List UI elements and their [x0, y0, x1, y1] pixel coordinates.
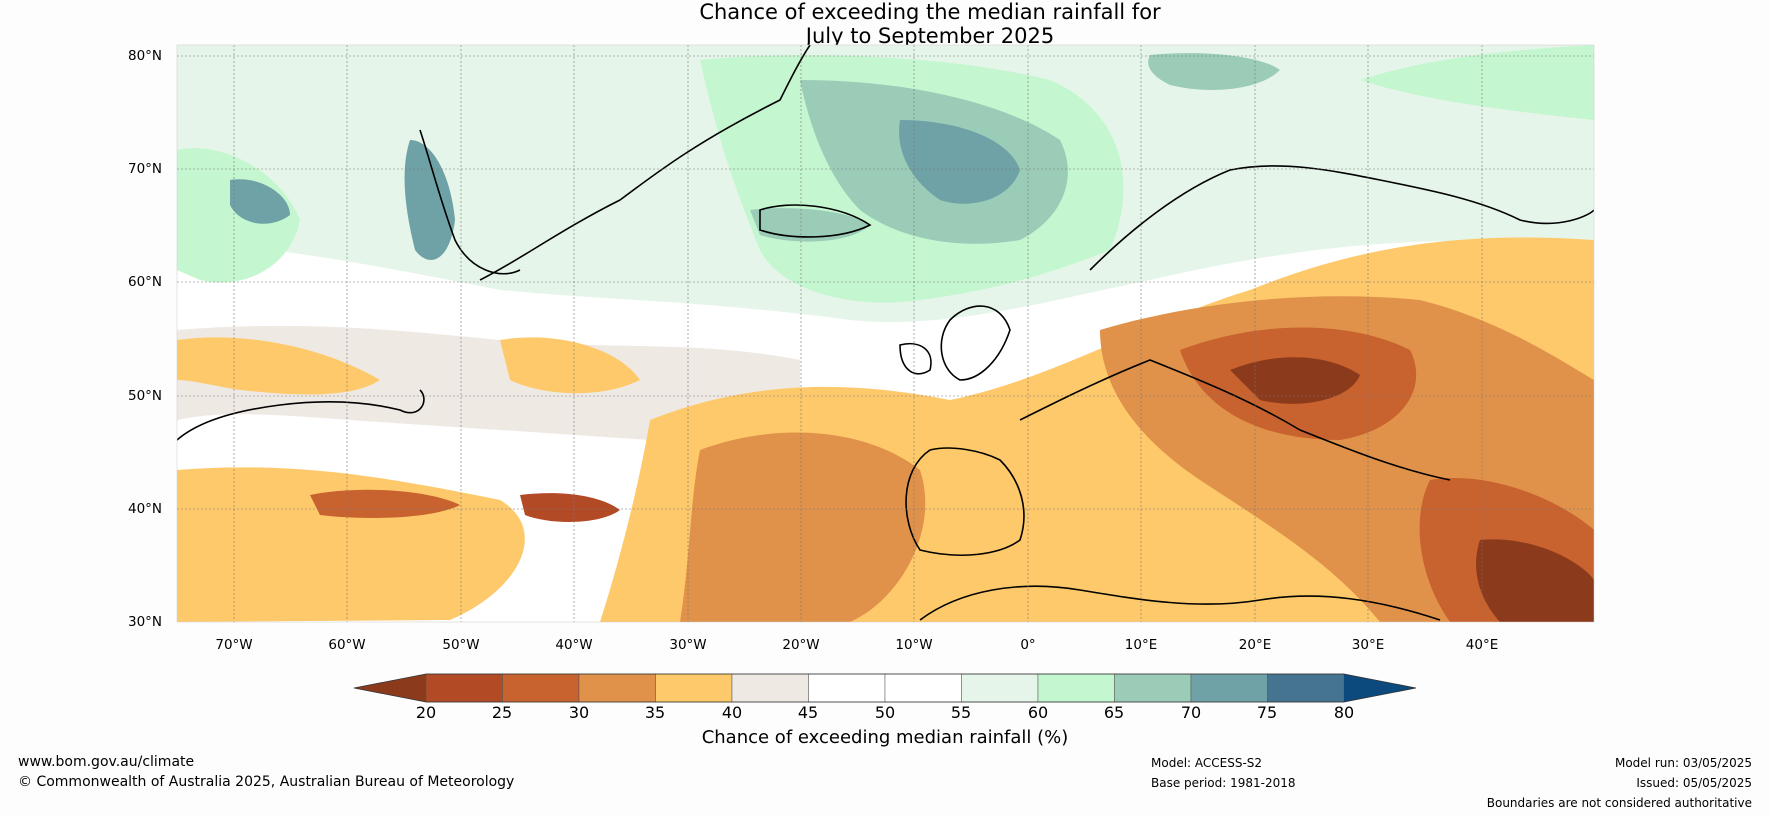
- colorbar: [353, 673, 1417, 703]
- europe-coast: [1019, 359, 1451, 481]
- title-line-2: July to September 2025: [805, 24, 1055, 48]
- disclaimer-text: Boundaries are not considered authoritat…: [1486, 796, 1752, 810]
- lon-label-40w: 40°W: [555, 637, 593, 653]
- scandinavia-coast: [1089, 165, 1594, 271]
- dry-region-west: [177, 337, 380, 395]
- north-america-coast: [177, 389, 425, 441]
- lat-label-60n: 60°N: [128, 274, 163, 290]
- cbar-segment: [578, 673, 656, 703]
- cbar-segment: [884, 673, 962, 703]
- britain-outline: [940, 305, 1011, 381]
- cbar-outline: [353, 673, 1417, 703]
- colorbar-label: Chance of exceeding median rainfall (%): [701, 727, 1069, 748]
- greenland-east-coast: [479, 45, 811, 281]
- cbar-tick: 70: [1180, 703, 1202, 722]
- cbar-tick: 75: [1256, 703, 1278, 722]
- lat-label-80n: 80°N: [128, 48, 163, 64]
- cbar-tick: 65: [1103, 703, 1125, 722]
- wet-region-greenland-coast: [404, 140, 455, 260]
- cbar-tick: 50: [874, 703, 896, 722]
- cbar-tick: 30: [568, 703, 590, 722]
- cbar-tick: 25: [491, 703, 513, 722]
- cbar-segment: [731, 673, 809, 703]
- lat-label-50n: 50°N: [128, 388, 163, 404]
- dry-region-subtropical: [310, 489, 460, 518]
- cbar-extend-high: [1344, 674, 1416, 702]
- map-field: [177, 45, 1594, 622]
- lon-label-70w: 70°W: [215, 637, 253, 653]
- iceland-outline: [759, 204, 872, 238]
- cbar-tick: 35: [644, 703, 666, 722]
- cbar-segment: [1114, 673, 1192, 703]
- cbar-segment: [1267, 673, 1345, 703]
- lon-label-50w: 50°W: [442, 637, 480, 653]
- lon-label-60w: 60°W: [328, 637, 366, 653]
- ireland-outline: [899, 343, 932, 375]
- dry-region-ukraine: [1230, 357, 1360, 404]
- wet-region-svalbard: [1148, 53, 1280, 90]
- wet-region-iceland: [750, 208, 870, 242]
- issued-text: Issued: 05/05/2025: [1636, 776, 1752, 790]
- lat-label-70n: 70°N: [128, 161, 163, 177]
- cbar-segment: [655, 673, 733, 703]
- cbar-segment: [502, 673, 580, 703]
- dry-region-iberia: [680, 432, 926, 622]
- base-period-text: Base period: 1981-2018: [1151, 776, 1296, 790]
- lat-label-30n: 30°N: [128, 614, 163, 630]
- model-run-text: Model run: 03/05/2025: [1614, 756, 1752, 770]
- cbar-segment: [808, 673, 886, 703]
- north-africa-coast: [919, 585, 1441, 621]
- cbar-tick: 80: [1333, 703, 1355, 722]
- wet-region-center: [899, 120, 1020, 204]
- lon-label-30e: 30°E: [1351, 637, 1385, 653]
- cbar-tick: 40: [721, 703, 743, 722]
- wet-region-arctic: [1360, 45, 1594, 120]
- lat-label-40n: 40°N: [128, 501, 163, 517]
- cbar-segment: [961, 673, 1039, 703]
- graticule: [177, 45, 1594, 622]
- website-link[interactable]: www.bom.gov.au/climate: [18, 754, 195, 770]
- lon-label-20e: 20°E: [1238, 637, 1272, 653]
- copyright-text: © Commonwealth of Australia 2025, Austra…: [18, 774, 515, 790]
- cbar-tick: 60: [1027, 703, 1049, 722]
- lon-label-30w: 30°W: [669, 637, 707, 653]
- greenland-west-coast: [419, 129, 521, 275]
- cbar-tick: 55: [950, 703, 972, 722]
- dry-region-subtropical-core: [520, 493, 620, 522]
- cbar-segment: [1037, 673, 1115, 703]
- cbar-segment: [1190, 673, 1268, 703]
- lon-label-40e: 40°E: [1465, 637, 1499, 653]
- coastlines: [177, 45, 1594, 621]
- chart-title: Chance of exceeding the median rainfall …: [580, 0, 1280, 48]
- lon-label-10e: 10°E: [1124, 637, 1158, 653]
- dry-region-mid-atlantic: [500, 337, 640, 394]
- title-line-1: Chance of exceeding the median rainfall …: [699, 0, 1161, 24]
- cbar-extend-low: [354, 674, 426, 702]
- cbar-tick: 45: [797, 703, 819, 722]
- cbar-tick: 20: [415, 703, 437, 722]
- lon-label-10w: 10°W: [895, 637, 933, 653]
- neutral-region-atlantic: [177, 325, 800, 450]
- lon-label-20w: 20°W: [782, 637, 820, 653]
- wet-region-baffin-core: [230, 179, 290, 224]
- lon-label-0: 0°: [1020, 637, 1036, 653]
- dry-region-middle-east-core: [1476, 539, 1594, 622]
- cbar-segment: [425, 673, 503, 703]
- map-frame: [176, 44, 1595, 623]
- model-text: Model: ACCESS-S2: [1151, 756, 1263, 770]
